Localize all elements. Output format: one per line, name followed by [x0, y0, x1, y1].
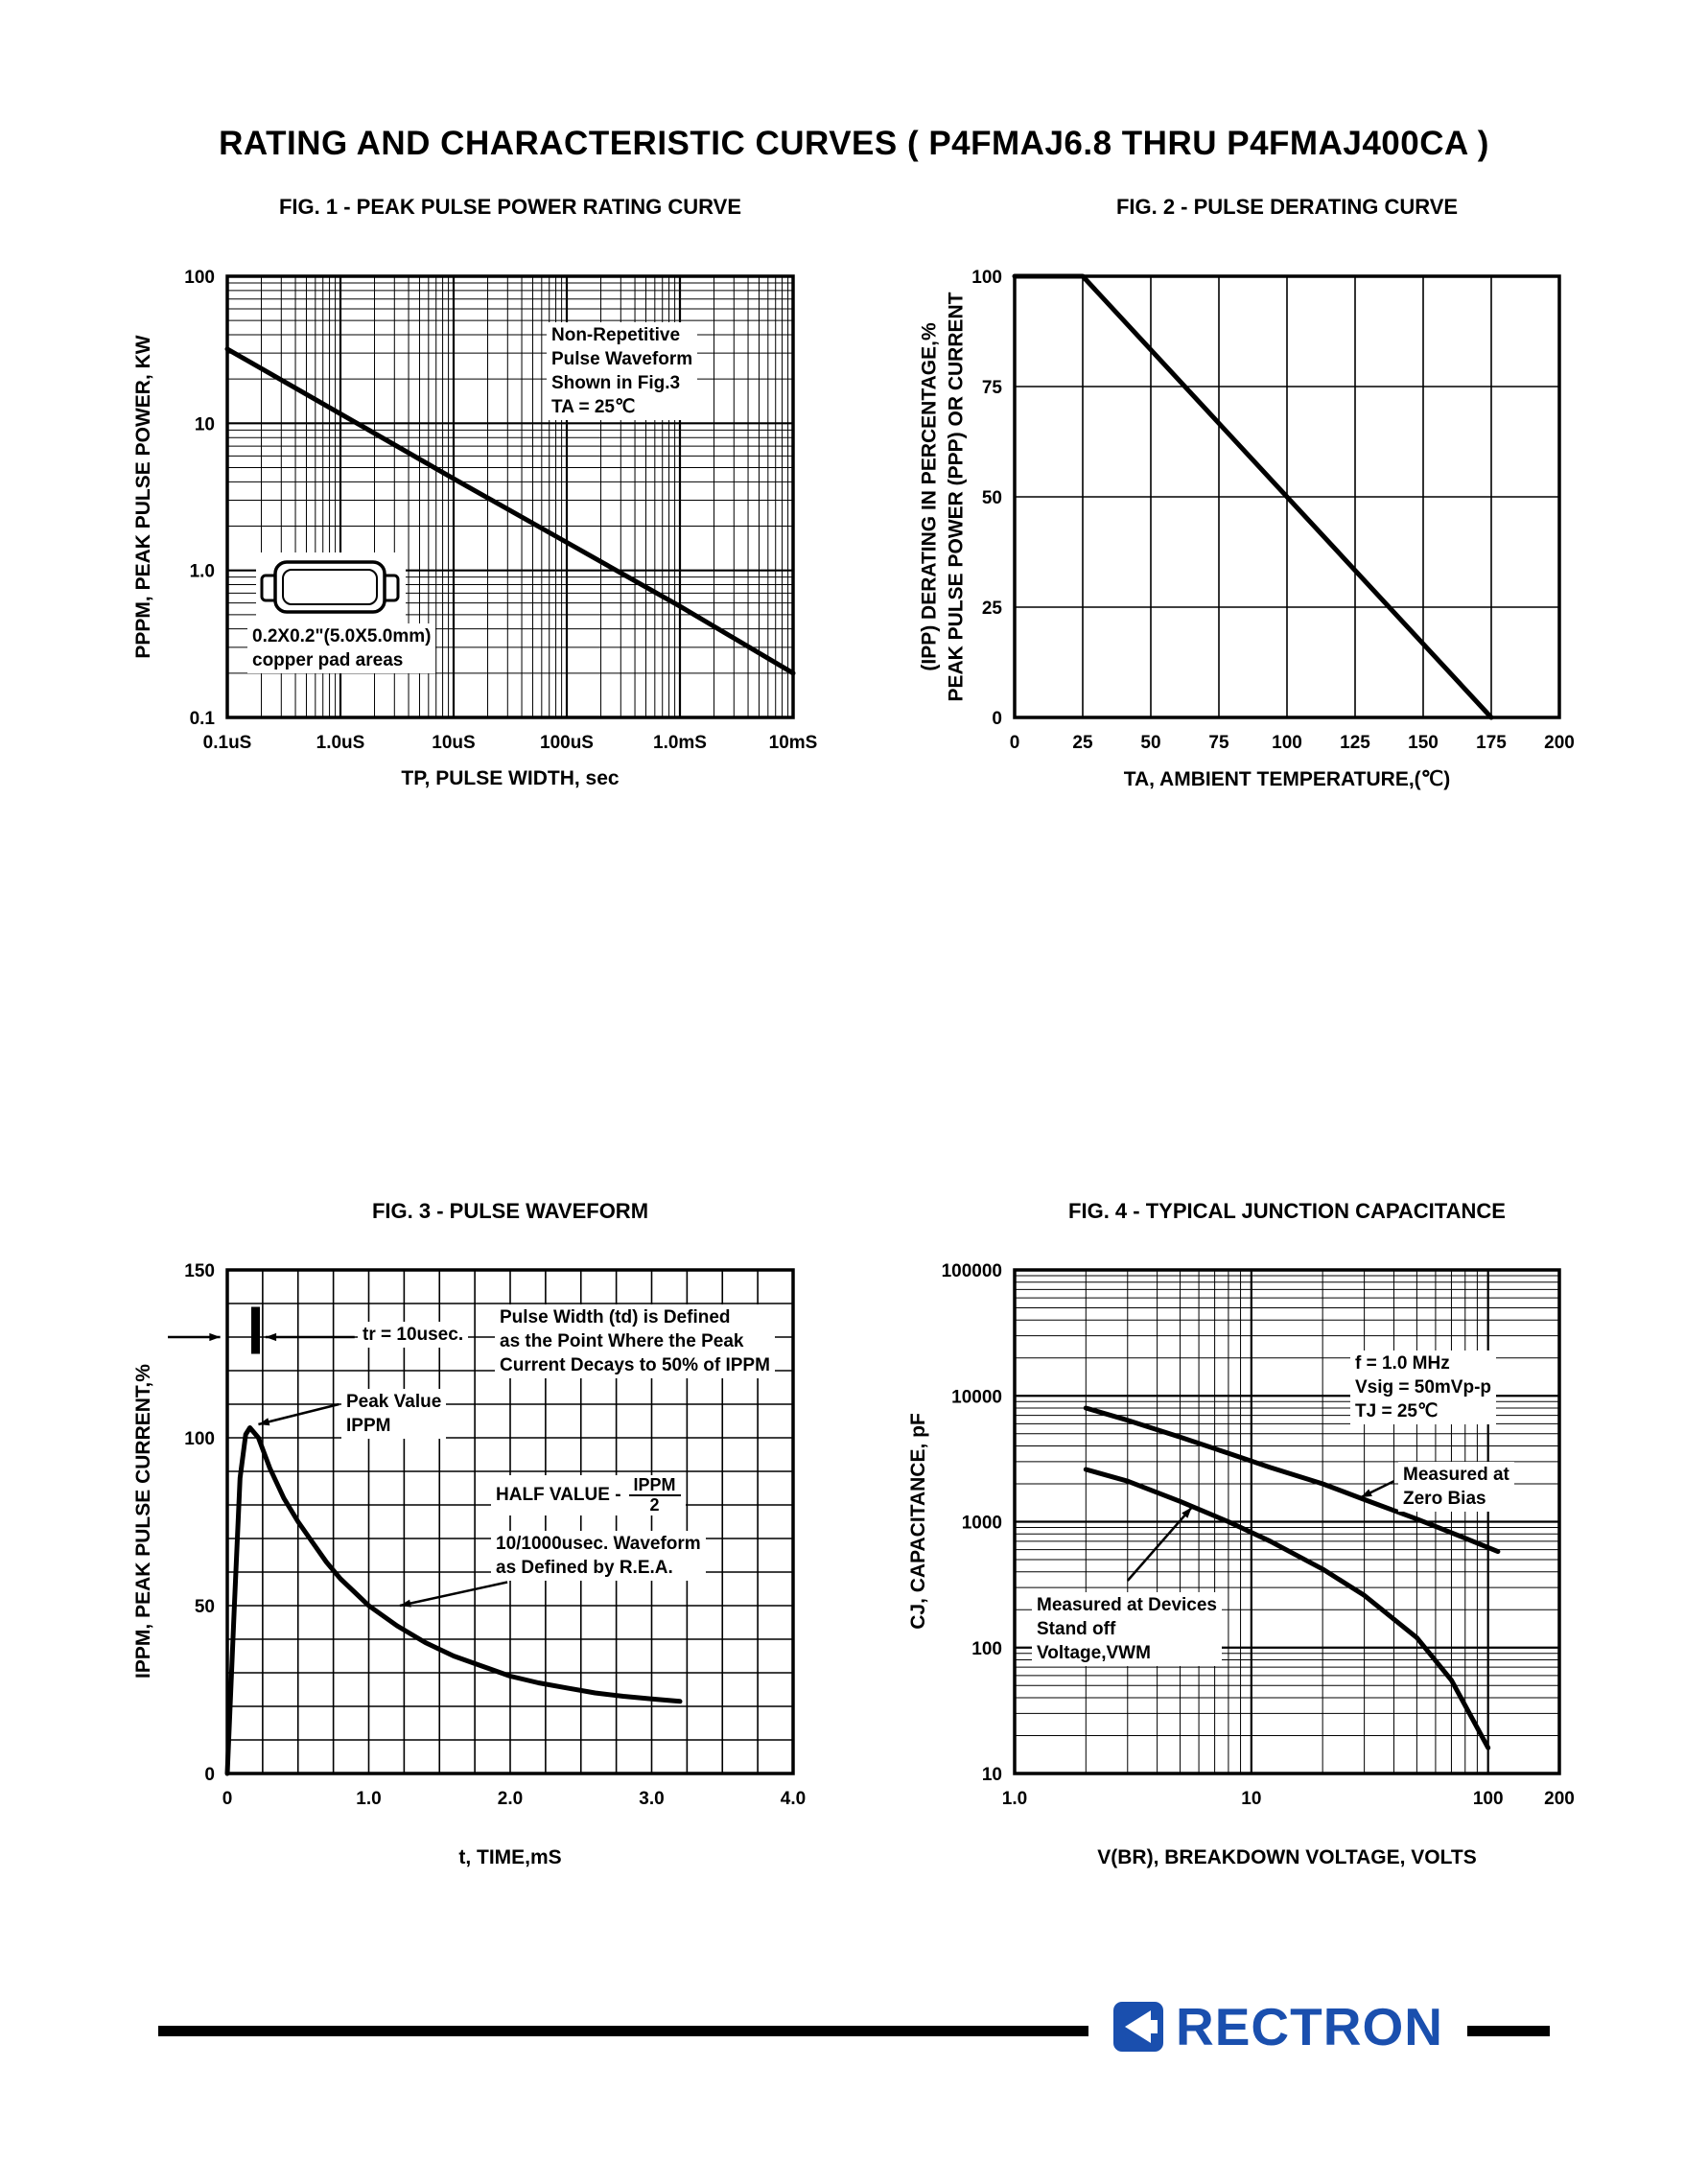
svg-text:0.1uS: 0.1uS: [203, 733, 252, 753]
fig4-title: FIG. 4 - TYPICAL JUNCTION CAPACITANCE: [1068, 1199, 1506, 1223]
svg-text:25: 25: [982, 599, 1003, 619]
svg-text:50: 50: [1140, 733, 1160, 753]
fig3-pulse-width-note: Pulse Width (td) is Defined as the Point…: [495, 1304, 775, 1379]
svg-text:3.0: 3.0: [639, 1789, 664, 1809]
fig3-peak-value-note: Peak Value IPPM: [341, 1389, 447, 1440]
svg-text:1000: 1000: [962, 1514, 1002, 1534]
fig3-x-axis-label: t, TIME,mS: [458, 1846, 562, 1868]
fig3-half-value-note: HALF VALUE - IPPM 2: [491, 1475, 686, 1515]
fig1-copper-pad-note: 0.2X0.2"(5.0X5.0mm) copper pad areas: [247, 623, 436, 674]
fig3-half-value-numerator: IPPM: [628, 1476, 681, 1496]
svg-text:50: 50: [195, 1597, 215, 1617]
svg-text:10mS: 10mS: [769, 733, 818, 753]
svg-text:10: 10: [1241, 1789, 1261, 1809]
svg-text:100: 100: [1473, 1789, 1504, 1809]
fig2-plot: 0 25 50 75 100 125 150 175 200 0 25 50 75 100: [971, 268, 1575, 753]
svg-text:200: 200: [1544, 1789, 1575, 1809]
rectron-logo: RECTRON: [1088, 1985, 1467, 2068]
svg-text:100: 100: [184, 268, 215, 288]
rectron-logo-text: RECTRON: [1176, 1997, 1443, 2056]
svg-text:150: 150: [1408, 733, 1439, 753]
rectron-logo-icon: [1113, 2002, 1164, 2052]
svg-text:10: 10: [195, 414, 215, 435]
svg-text:100: 100: [971, 268, 1002, 288]
svg-text:175: 175: [1476, 733, 1507, 753]
svg-text:125: 125: [1340, 733, 1370, 753]
svg-text:1.0: 1.0: [356, 1789, 381, 1809]
svg-text:1.0: 1.0: [1002, 1789, 1027, 1809]
svg-text:10000: 10000: [951, 1387, 1002, 1407]
svg-text:75: 75: [982, 378, 1003, 398]
fig1-x-axis-label: TP, PULSE WIDTH, sec: [401, 767, 620, 789]
svg-text:1.0: 1.0: [190, 562, 215, 582]
fig4-x-axis-label: V(BR), BREAKDOWN VOLTAGE, VOLTS: [1097, 1846, 1477, 1868]
fig1-plot: 0.1uS 1.0uS 10uS 100uS 1.0mS 10mS 100 10 1.0 0.1: [184, 268, 818, 753]
svg-text:100: 100: [1272, 733, 1302, 753]
fig3-rise-time-note: tr = 10usec.: [358, 1322, 469, 1349]
svg-text:0.1: 0.1: [190, 709, 216, 729]
svg-text:50: 50: [982, 488, 1002, 508]
svg-text:1.0mS: 1.0mS: [653, 733, 707, 753]
svg-text:100000: 100000: [942, 1261, 1002, 1281]
fig4-condition-note: f = 1.0 MHz Vsig = 50mVp-p TJ = 25℃: [1350, 1351, 1497, 1425]
fig4-standoff-note: Measured at Devices Stand off Voltage,VW…: [1032, 1592, 1222, 1667]
fig1-condition-note: Non-Repetitive Pulse Waveform Shown in F…: [547, 322, 698, 421]
svg-text:100: 100: [184, 1429, 215, 1449]
svg-text:0: 0: [222, 1789, 233, 1809]
svg-text:1.0uS: 1.0uS: [316, 733, 365, 753]
svg-text:2.0: 2.0: [498, 1789, 523, 1809]
svg-text:100uS: 100uS: [540, 733, 594, 753]
fig2-title: FIG. 2 - PULSE DERATING CURVE: [1115, 195, 1459, 219]
svg-text:25: 25: [1072, 733, 1093, 753]
svg-text:75: 75: [1208, 733, 1229, 753]
svg-text:10: 10: [982, 1765, 1002, 1785]
svg-text:150: 150: [184, 1261, 215, 1281]
svg-text:200: 200: [1544, 733, 1575, 753]
svg-text:0: 0: [204, 1765, 215, 1785]
fig3-rea-waveform-note: 10/1000usec. Waveform as Defined by R.E.…: [491, 1531, 706, 1582]
fig3-half-value-denominator: 2: [649, 1494, 660, 1515]
svg-text:0: 0: [1010, 733, 1020, 753]
fig3-half-value-prefix: HALF VALUE -: [496, 1485, 621, 1506]
fig2-x-axis-label: TA, AMBIENT TEMPERATURE,(℃): [1123, 768, 1451, 790]
svg-text:10uS: 10uS: [432, 733, 475, 753]
footer-rule: [158, 2026, 1550, 2036]
fig4-zero-bias-note: Measured at Zero Bias: [1398, 1462, 1514, 1513]
svg-text:0: 0: [992, 709, 1002, 729]
fig3-plot: 0 1.0 2.0 3.0 4.0 0 50 100 150: [168, 1261, 806, 1809]
page-title: RATING AND CHARACTERISTIC CURVES ( P4FMA…: [219, 125, 1489, 162]
fig3-title: FIG. 3 - PULSE WAVEFORM: [371, 1199, 649, 1223]
svg-text:100: 100: [971, 1639, 1002, 1659]
fig1-title: FIG. 1 - PEAK PULSE POWER RATING CURVE: [278, 195, 741, 219]
svg-text:4.0: 4.0: [781, 1789, 806, 1809]
fig3-half-value-fraction: IPPM 2: [628, 1476, 681, 1515]
